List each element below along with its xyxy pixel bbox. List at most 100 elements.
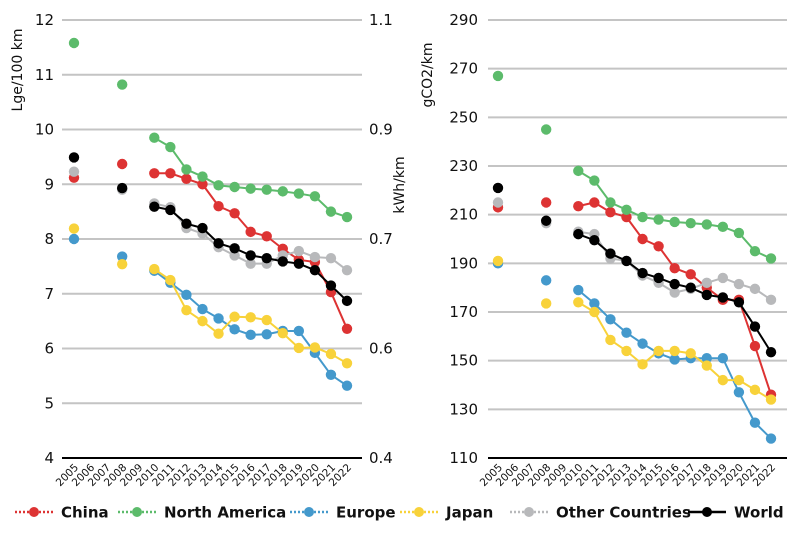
data-point	[213, 238, 224, 249]
data-point	[669, 278, 680, 290]
data-point	[341, 265, 353, 276]
data-point	[68, 166, 80, 177]
data-point	[165, 168, 176, 179]
y-tick-label: 110	[449, 449, 478, 467]
data-point	[573, 228, 584, 240]
data-point	[341, 211, 353, 223]
data-point	[261, 252, 272, 264]
data-point	[589, 298, 600, 309]
data-point	[116, 182, 128, 194]
series-north-america	[68, 37, 353, 223]
data-point	[341, 380, 353, 391]
data-point	[637, 338, 648, 349]
data-point	[749, 340, 761, 352]
legend-item-japan: Japan	[400, 504, 493, 522]
data-point	[325, 252, 337, 264]
data-point	[149, 132, 160, 143]
series-world	[492, 182, 777, 358]
data-point	[637, 233, 648, 245]
data-point	[589, 197, 600, 208]
data-point	[229, 208, 240, 219]
data-point	[245, 226, 256, 238]
data-point	[605, 248, 616, 259]
data-point	[197, 171, 208, 182]
data-point	[653, 272, 664, 284]
legend-label: Other Countries	[556, 504, 691, 522]
data-point	[213, 328, 224, 339]
data-point	[637, 267, 648, 279]
series-other-countries	[68, 166, 353, 276]
data-point	[733, 297, 745, 308]
data-point	[733, 387, 745, 398]
data-point	[717, 374, 729, 386]
data-point	[765, 253, 777, 264]
data-point	[540, 298, 552, 309]
data-point	[245, 329, 256, 341]
y-tick-label: 230	[449, 157, 478, 175]
data-point	[765, 294, 777, 306]
data-point	[165, 274, 176, 286]
data-point	[540, 275, 552, 286]
y-tick-label: 270	[449, 60, 478, 78]
y-right-tick-label: 1.1	[369, 11, 393, 29]
data-point	[293, 188, 305, 199]
data-point	[277, 256, 288, 267]
data-point	[717, 353, 729, 364]
data-point	[68, 152, 80, 163]
legend-label: World	[734, 504, 784, 522]
y-tick-label: 6	[44, 340, 54, 358]
data-point	[229, 250, 240, 261]
data-point	[492, 182, 504, 194]
series-china	[492, 197, 777, 400]
data-point	[229, 181, 240, 193]
legend-marker	[414, 507, 424, 517]
y-tick-label: 210	[449, 206, 478, 224]
data-point	[245, 258, 256, 269]
data-point	[637, 211, 648, 223]
data-point	[605, 314, 616, 325]
y-tick-label: 12	[35, 11, 54, 29]
data-point	[621, 345, 632, 357]
data-point	[213, 180, 224, 191]
data-point	[701, 289, 712, 301]
data-point	[229, 324, 240, 335]
data-point	[653, 214, 664, 225]
y-tick-label: 9	[44, 175, 54, 193]
series-line	[153, 269, 348, 387]
data-point	[733, 278, 745, 290]
series-japan	[68, 223, 353, 369]
data-point	[293, 342, 305, 354]
data-point	[589, 235, 600, 246]
data-point	[245, 312, 256, 323]
data-point	[733, 227, 745, 239]
data-point	[717, 272, 729, 284]
data-point	[229, 311, 240, 322]
legend-marker	[524, 507, 534, 517]
data-point	[341, 358, 353, 369]
data-point	[540, 124, 552, 135]
legend-item-other-countries: Other Countries	[510, 504, 691, 522]
data-point	[325, 206, 337, 217]
y-tick-label: 10	[35, 121, 54, 139]
data-point	[749, 384, 761, 396]
data-point	[540, 197, 552, 208]
data-point	[116, 158, 128, 170]
y-tick-label: 5	[44, 394, 54, 412]
legend-item-north-america: North America	[118, 504, 286, 522]
data-point	[261, 314, 272, 326]
data-point	[492, 70, 504, 82]
data-point	[765, 346, 777, 358]
data-point	[717, 221, 729, 233]
data-point	[669, 345, 680, 357]
data-point	[213, 313, 224, 324]
data-point	[653, 241, 664, 252]
data-point	[116, 258, 128, 270]
data-point	[116, 251, 128, 262]
y-tick-label: 4	[44, 449, 54, 467]
data-point	[540, 215, 552, 226]
data-point	[492, 197, 504, 208]
data-point	[701, 277, 712, 288]
data-point	[573, 297, 584, 308]
